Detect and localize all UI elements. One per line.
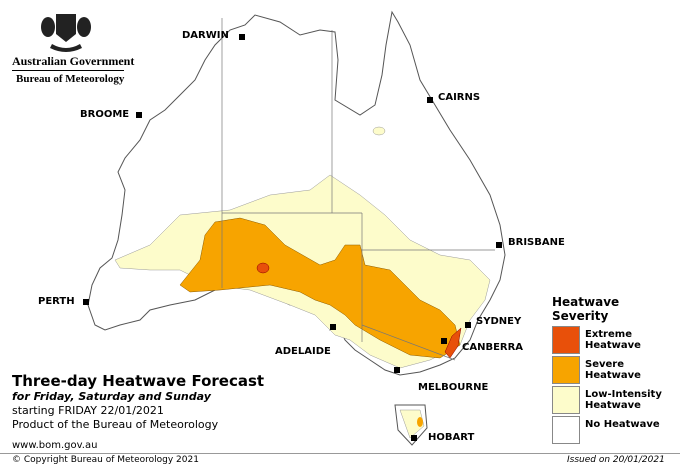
state-borders xyxy=(221,18,495,361)
legend-swatch xyxy=(552,386,580,414)
city-label: MELBOURNE xyxy=(418,382,489,393)
tasmania-heat xyxy=(399,409,425,439)
city-marker xyxy=(136,112,142,118)
legend-swatch xyxy=(552,416,580,444)
city-label: BROOME xyxy=(80,109,130,120)
severe-area xyxy=(179,217,461,359)
city-marker xyxy=(83,299,89,305)
city-marker xyxy=(427,97,433,103)
city-label: CAIRNS xyxy=(438,92,481,103)
legend-swatch xyxy=(552,326,580,354)
government-name: Australian Government xyxy=(12,54,135,68)
legend-label: No Heatwave xyxy=(585,419,660,430)
city-label: ADELAIDE xyxy=(275,346,331,357)
title: Three-day Heatwave Forecast xyxy=(12,372,265,390)
bureau-name: Bureau of Meteorology xyxy=(16,73,125,85)
city-marker xyxy=(496,242,502,248)
city-label: CANBERRA xyxy=(462,342,524,353)
legend-title: Heatwave Severity xyxy=(552,295,620,323)
copyright: © Copyright Bureau of Meteorology 2021 xyxy=(12,455,199,465)
city-marker xyxy=(465,322,471,328)
extreme-area xyxy=(256,262,270,274)
city-label: DARWIN xyxy=(182,30,229,41)
city-marker xyxy=(394,367,400,373)
city-label: SYDNEY xyxy=(476,316,522,327)
start-date: starting FRIDAY 22/01/2021 xyxy=(12,404,164,417)
legend-swatch xyxy=(552,356,580,384)
city-marker xyxy=(239,34,245,40)
tasmania-severe xyxy=(417,417,423,427)
product: Product of the Bureau of Meteorology xyxy=(12,418,219,431)
url: www.bom.gov.au xyxy=(12,440,98,451)
city-label: PERTH xyxy=(38,296,75,307)
city-label: HOBART xyxy=(428,432,475,443)
city-label: BRISBANE xyxy=(508,237,565,248)
extreme-area xyxy=(444,327,462,359)
subtitle: for Friday, Saturday and Sunday xyxy=(12,390,211,403)
issue-date: Issued on 20/01/2021 xyxy=(567,455,665,465)
crest xyxy=(41,14,91,52)
legend-label: Severe Heatwave xyxy=(585,359,641,381)
low-intensity-area xyxy=(372,126,386,136)
legend-label: Low-Intensity Heatwave xyxy=(585,389,662,411)
city-marker xyxy=(441,338,447,344)
city-marker xyxy=(330,324,336,330)
city-marker xyxy=(411,435,417,441)
legend-label: Extreme Heatwave xyxy=(585,329,641,351)
footer xyxy=(0,453,680,467)
divider xyxy=(12,70,124,71)
